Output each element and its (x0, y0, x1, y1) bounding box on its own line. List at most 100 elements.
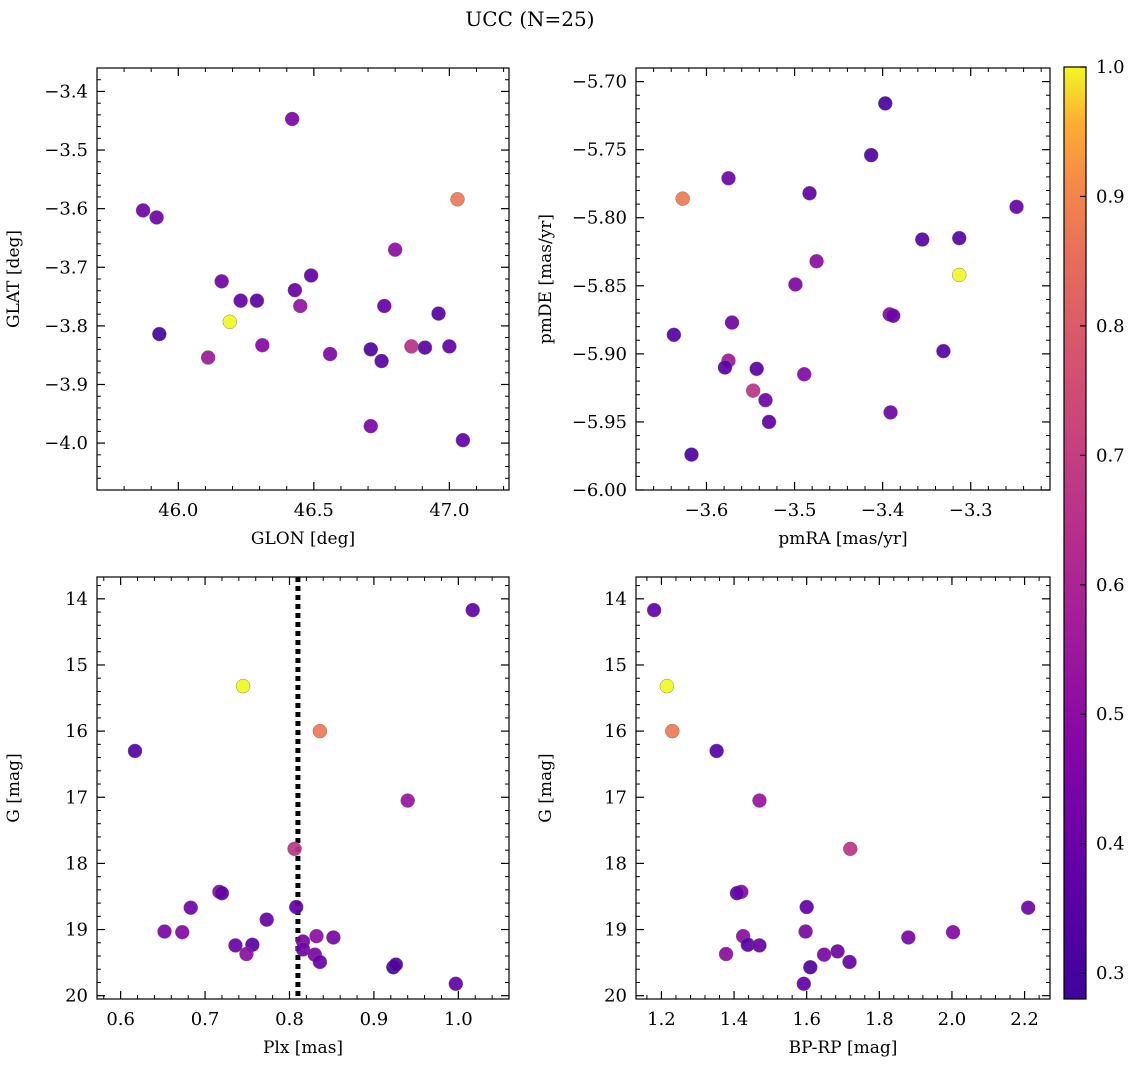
scatter-point (465, 602, 480, 618)
scatter-point (326, 930, 341, 945)
colorbar-tick-label: 0.8 (1096, 316, 1125, 337)
y-axis-label: G [mag] (536, 753, 556, 822)
scatter-point (287, 282, 303, 298)
y-tick-label: −6.00 (572, 480, 627, 501)
scatter-point (729, 885, 745, 901)
scatter-point (1009, 199, 1024, 215)
scatter-point (200, 350, 216, 365)
scatter-point (752, 938, 767, 953)
scatter-point (455, 432, 471, 448)
scatter-point (222, 314, 238, 329)
scatter-point (400, 793, 415, 808)
scatter-point (945, 924, 961, 940)
scatter-point (745, 383, 761, 398)
scatter-point (293, 298, 308, 314)
scatter-point (157, 924, 172, 939)
scatter-point (842, 954, 857, 970)
panel-bprp-g: 1.2 1.4 1.6 1.8 2.0 2.2 14 15 16 17 18 19 20 BP-RP [m… (536, 576, 1051, 1058)
y-tick-label: 19 (604, 920, 627, 941)
scatter-point (886, 308, 901, 323)
colorbar-tick-label: 0.4 (1096, 834, 1125, 855)
y-tick-label: −5.70 (572, 72, 627, 93)
scatter-point (684, 447, 699, 462)
y-tick-label: −3.8 (44, 316, 88, 337)
colorbar-tick-label: 0.7 (1096, 445, 1125, 466)
y-tick-label: 20 (604, 986, 627, 1007)
y-axis-label: pmDE [mas/yr] (536, 214, 556, 344)
scatter-point (915, 232, 930, 247)
figure-title: UCC (N=25) (465, 7, 594, 31)
scatter-point (388, 957, 404, 972)
scatter-point (214, 274, 229, 289)
y-tick-label: −3.6 (44, 199, 88, 220)
y-tick-label: −4.0 (44, 433, 88, 454)
scatter-point (878, 96, 893, 111)
plot-frame (96, 67, 510, 491)
scatter-point (284, 111, 300, 127)
scatter-point (183, 900, 198, 915)
scatter-point (796, 976, 811, 991)
y-tick-label: 16 (65, 721, 88, 742)
scatter-point (312, 723, 328, 739)
y-tick-label: 15 (65, 655, 88, 676)
scatter-point (666, 327, 682, 343)
y-tick-label: −3.5 (44, 140, 88, 161)
scatter-point (717, 360, 733, 375)
x-tick-label: −3.5 (773, 500, 817, 521)
scatter-point (952, 230, 967, 246)
scatter-point (431, 306, 446, 321)
y-tick-label: 19 (65, 920, 88, 941)
scatter-point (709, 743, 724, 759)
scatter-point (259, 912, 274, 927)
scatter-point (952, 267, 967, 283)
panel-pmra-pmde: −3.6 −3.5 −3.4 −3.3 −6.00 −5.95 −5.90 −5.85 −5.8… (536, 67, 1051, 549)
colorbar-tick-label: 0.5 (1096, 704, 1125, 725)
plot-frame (635, 576, 1051, 1000)
colorbar-tick-label: 1.0 (1096, 57, 1125, 78)
scatter-point (752, 793, 767, 808)
scatter-point (448, 976, 464, 991)
colorbar: 0.3 0.4 0.5 0.6 0.7 0.8 0.9 1.0 (1063, 57, 1125, 1000)
scatter-point (289, 899, 304, 915)
x-axis-label: BP-RP [mag] (789, 1038, 898, 1058)
scatter-point (809, 254, 824, 269)
x-axis-label: Plx [mas] (263, 1038, 343, 1058)
y-tick-label: 18 (65, 853, 88, 874)
scatter-point (450, 192, 465, 207)
x-tick-label: 1.8 (865, 1009, 894, 1030)
x-tick-label: 2.0 (938, 1009, 967, 1030)
x-axis-label: pmRA [mas/yr] (778, 529, 907, 549)
x-tick-label: 1.0 (444, 1009, 473, 1030)
x-tick-label: 0.7 (191, 1009, 220, 1030)
scatter-point (287, 841, 302, 857)
scatter-point (799, 899, 814, 915)
y-axis-label: GLAT [deg] (4, 230, 24, 328)
x-tick-label: 46.5 (294, 500, 334, 521)
scatter-point (721, 171, 736, 186)
y-tick-label: −5.85 (572, 276, 627, 297)
colorbar-tick-label: 0.6 (1096, 575, 1125, 596)
scatter-point (798, 924, 813, 939)
scatter-point (149, 210, 164, 225)
scatter-point (303, 268, 319, 283)
scatter-point (659, 678, 675, 694)
scatter-point (718, 946, 734, 962)
scatter-point (387, 242, 403, 257)
x-tick-label: −3.3 (949, 500, 993, 521)
scatter-point (322, 346, 338, 362)
x-tick-label: 0.8 (275, 1009, 304, 1030)
scatter-point (816, 947, 832, 962)
y-tick-label: 17 (65, 787, 88, 808)
y-tick-label: 14 (604, 589, 627, 610)
scatter-point (675, 191, 690, 206)
scatter-point (803, 960, 818, 975)
y-tick-label: 14 (65, 589, 88, 610)
scatter-point (665, 723, 680, 739)
scatter-point (127, 743, 143, 759)
y-tick-label: −5.75 (572, 140, 627, 161)
scatter-point (374, 353, 389, 369)
scatter-point (724, 315, 740, 330)
scatter-point (377, 298, 392, 314)
scatter-point (214, 885, 230, 901)
